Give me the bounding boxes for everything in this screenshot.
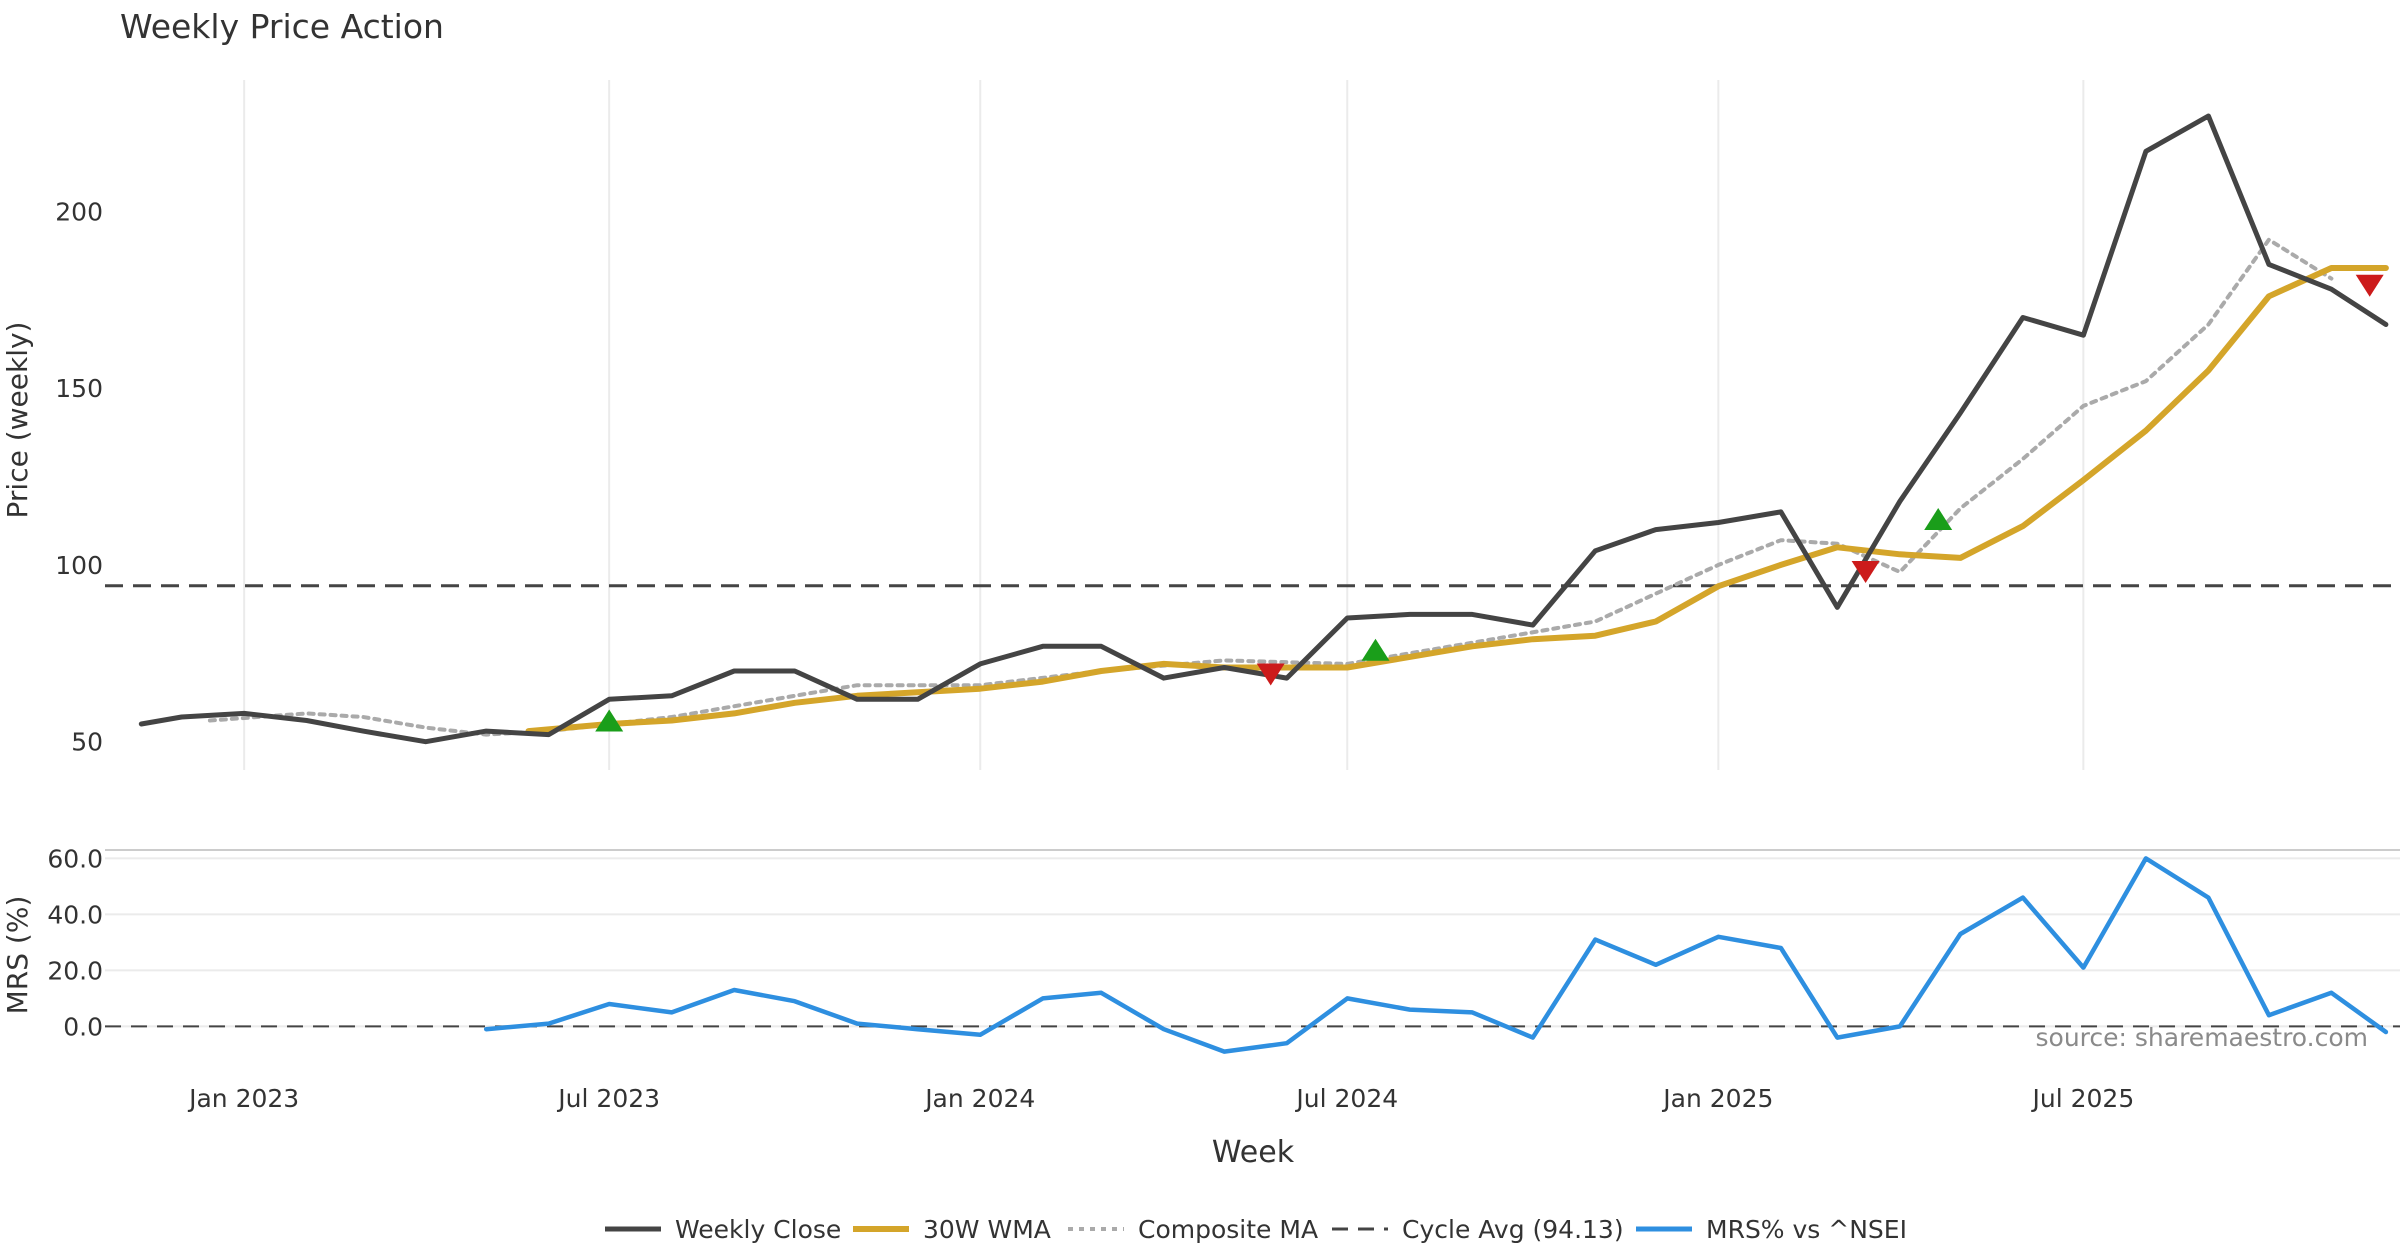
legend-label-close: Weekly Close [675,1215,841,1244]
price-y-tick-label: 100 [55,551,103,580]
reference-lines [105,584,2400,1028]
buy-signal-marker [595,709,624,732]
legend-label-mrs: MRS% vs ^NSEI [1706,1215,1907,1244]
wma-30w-line [525,265,2389,735]
chart-title: Weekly Price Action [120,7,444,46]
x-tick-label: Jul 2023 [556,1084,660,1113]
series [138,113,2389,1054]
mrs-y-tick-label: 20.0 [47,956,103,985]
weekly-close-line [138,113,2389,745]
x-axis-ticks: Jan 2023 Jul 2023 Jan 2024 Jul 2024 Jan 2025… [187,1084,2134,1113]
mrs-y-tick-label: 40.0 [47,900,103,929]
price-y-tick-label: 150 [55,374,103,403]
mrs-line [483,856,2389,1054]
price-y-axis-label: Price (weekly) [1,322,34,519]
x-axis-label: Week [1212,1135,1295,1170]
mrs-y-ticks: 0.0 20.0 40.0 60.0 [47,844,103,1041]
sell-signal-marker [1256,663,1285,686]
sell-signal-marker [1851,561,1880,583]
x-tick-label: Jul 2024 [1294,1084,1398,1113]
price-y-tick-label: 200 [55,197,103,226]
buy-signal-marker [1361,638,1390,661]
legend-label-composite: Composite MA [1138,1215,1318,1244]
composite-ma-line [207,237,2334,737]
x-tick-label: Jul 2025 [2031,1084,2135,1113]
mrs-y-axis-label: MRS (%) [1,896,34,1015]
x-tick-label: Jan 2023 [187,1084,299,1113]
legend-label-wma: 30W WMA [923,1215,1051,1244]
mrs-y-tick-label: 0.0 [63,1012,103,1041]
legend-label-cycle: Cycle Avg (94.13) [1402,1215,1624,1244]
sell-signal-marker [2355,274,2384,297]
price-y-tick-label: 50 [71,728,103,757]
x-tick-label: Jan 2025 [1661,1084,1773,1113]
signals [595,274,2384,732]
mrs-y-tick-label: 60.0 [47,844,103,873]
price-y-ticks: 50 100 150 200 [55,197,103,756]
grid [105,80,2400,1028]
buy-signal-marker [1924,508,1953,530]
x-tick-label: Jan 2024 [923,1084,1035,1113]
source-label: source: sharemaestro.com [2036,1023,2369,1052]
legend: Weekly Close 30W WMA Composite MA Cycle Avg… [605,1215,1907,1244]
